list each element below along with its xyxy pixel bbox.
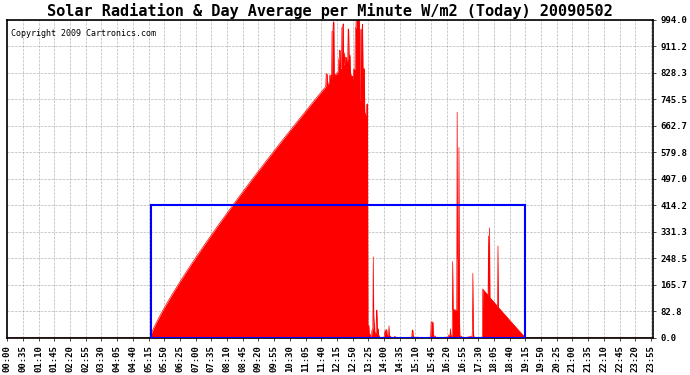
Title: Solar Radiation & Day Average per Minute W/m2 (Today) 20090502: Solar Radiation & Day Average per Minute… [47, 3, 613, 19]
Text: Copyright 2009 Cartronics.com: Copyright 2009 Cartronics.com [10, 30, 155, 39]
